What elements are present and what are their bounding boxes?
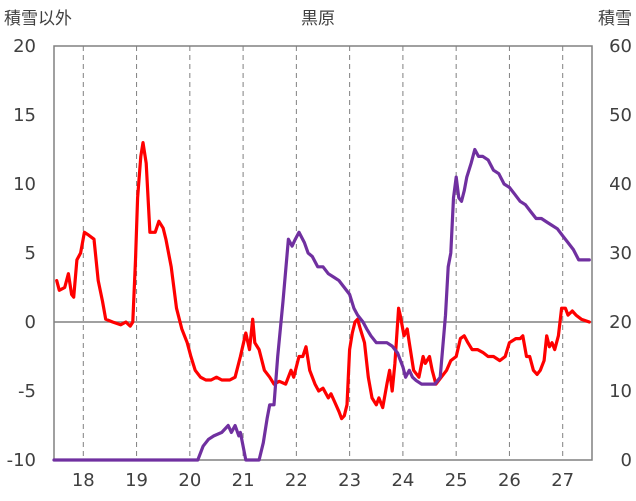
- y-right-tick-label: 30: [609, 243, 632, 264]
- right-axis-title: 積雪: [598, 9, 632, 29]
- x-tick-label: 22: [285, 470, 308, 491]
- x-tick-label: 21: [232, 470, 255, 491]
- x-tick-label: 27: [551, 470, 574, 491]
- y-right-tick-label: 10: [609, 381, 632, 402]
- chart-title: 黒原: [301, 9, 335, 29]
- x-tick-label: 19: [125, 470, 148, 491]
- left-axis-title: 積雪以外: [4, 9, 72, 29]
- y-left-tick-label: -10: [7, 450, 36, 471]
- y-right-tick-label: 0: [621, 450, 632, 471]
- y-left-tick-label: -5: [18, 381, 36, 402]
- y-left-tick-label: 5: [25, 243, 36, 264]
- y-left-tick-label: 20: [13, 36, 36, 57]
- y-left-tick-label: 15: [13, 105, 36, 126]
- plot-border: [53, 45, 593, 461]
- x-tick-label: 20: [178, 470, 201, 491]
- series-line-right-axis: [52, 147, 591, 462]
- x-tick-label: 26: [498, 470, 521, 491]
- x-tick-label: 23: [338, 470, 361, 491]
- y-right-tick-label: 20: [609, 312, 632, 333]
- x-tick-label: 25: [445, 470, 468, 491]
- y-left-tick-label: 0: [25, 312, 36, 333]
- y-right-tick-label: 40: [609, 174, 632, 195]
- x-tick-label: 18: [72, 470, 95, 491]
- y-left-tick-label: 10: [13, 174, 36, 195]
- series-line-left-axis: [55, 141, 591, 421]
- plot-area: 18 19 20 21 22 23 24 25 26 27 -10 -5 0 5 10 15 20 0 10 20 30…: [7, 36, 632, 491]
- y-right-tick-label: 60: [609, 36, 632, 57]
- y-right-tick-label: 50: [609, 105, 632, 126]
- x-tick-label: 24: [391, 470, 414, 491]
